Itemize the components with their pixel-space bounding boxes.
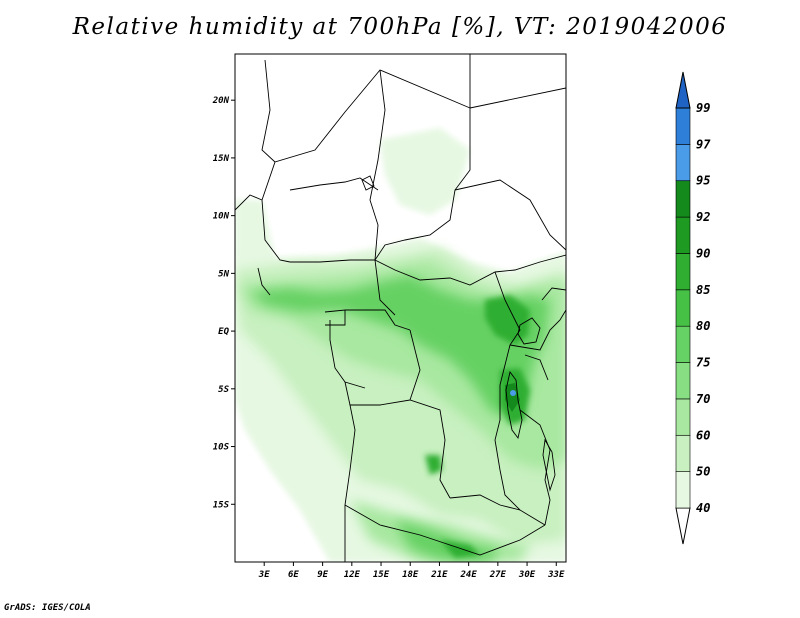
lon-tick-label: 6E xyxy=(288,570,299,580)
lake-tanganyika-outline xyxy=(505,370,523,440)
colorbar-segment xyxy=(675,216,691,254)
colorbar-segment xyxy=(675,144,691,182)
lake-chad-outline xyxy=(361,175,375,191)
colorbar-segment xyxy=(675,289,691,327)
lon-tick-label: 18E xyxy=(402,570,419,580)
humidity-band-97 xyxy=(510,390,516,396)
colorbar-arrow-low xyxy=(675,507,691,545)
lon-tick-label: 15E xyxy=(373,570,390,580)
longitude-axis: 3E 6E 9E 12E 15E 18E 21E 24E 27E 30E 33E xyxy=(258,562,565,580)
humidity-band-80 xyxy=(250,275,550,562)
colorbar-segment xyxy=(675,434,691,472)
country-borders xyxy=(235,54,566,562)
lon-tick-label: 27E xyxy=(489,570,507,580)
colorbar: 40 50 60 70 75 80 85 90 92 95 97 99 xyxy=(675,71,711,545)
colorbar-label: 85 xyxy=(696,283,710,297)
colorbar-label: 60 xyxy=(696,428,710,442)
lat-tick-label: 10S xyxy=(213,443,230,453)
lake-malawi-outline xyxy=(542,438,556,492)
colorbar-label: 90 xyxy=(696,246,710,260)
map-title: Relative humidity at 700hPa [%], VT: 201… xyxy=(72,14,728,40)
colorbar-label: 95 xyxy=(696,174,710,188)
colorbar-label: 80 xyxy=(696,319,710,333)
colorbar-segment xyxy=(675,325,691,363)
lat-tick-label: 15N xyxy=(213,154,230,164)
colorbar-label: 92 xyxy=(696,210,710,224)
colorbar-label: 99 xyxy=(696,101,710,115)
lon-tick-label: 9E xyxy=(317,570,328,580)
grads-credit: GrADS: IGES/COLA xyxy=(4,603,91,613)
lon-tick-label: 33E xyxy=(547,570,565,580)
colorbar-segment xyxy=(675,107,691,145)
colorbar-segment xyxy=(675,362,691,400)
lon-tick-label: 3E xyxy=(258,570,270,580)
humidity-band-95 xyxy=(505,383,520,412)
lat-tick-label: 15S xyxy=(213,500,230,510)
lon-tick-label: 30E xyxy=(518,570,536,580)
lat-tick-label: 5N xyxy=(218,269,229,279)
lon-tick-label: 12E xyxy=(344,570,361,580)
map-frame xyxy=(234,53,567,563)
colorbar-segment xyxy=(675,398,691,436)
humidity-band-90 xyxy=(425,295,530,558)
colorbar-arrow-high xyxy=(675,71,691,109)
colorbar-label: 97 xyxy=(696,137,711,151)
colorbar-label: 40 xyxy=(696,501,710,515)
humidity-field xyxy=(235,128,566,562)
colorbar-segment xyxy=(675,471,691,509)
lon-tick-label: 24E xyxy=(460,570,478,580)
lake-outlines xyxy=(361,175,556,492)
colorbar-segment xyxy=(675,180,691,218)
colorbar-label: 70 xyxy=(696,392,710,406)
colorbar-label: 50 xyxy=(696,465,710,479)
lat-tick-label: 20N xyxy=(212,96,230,106)
lat-tick-label: EQ xyxy=(218,327,229,337)
colorbar-label: 75 xyxy=(696,356,710,370)
lake-victoria-outline xyxy=(517,317,541,345)
lat-tick-label: 10N xyxy=(213,212,230,222)
lon-tick-label: 21E xyxy=(430,570,448,580)
latitude-axis: 20N 15N 10N 5N EQ 5S 10S 15S xyxy=(212,96,235,510)
colorbar-segment xyxy=(675,253,691,291)
lat-tick-label: 5S xyxy=(218,385,229,395)
